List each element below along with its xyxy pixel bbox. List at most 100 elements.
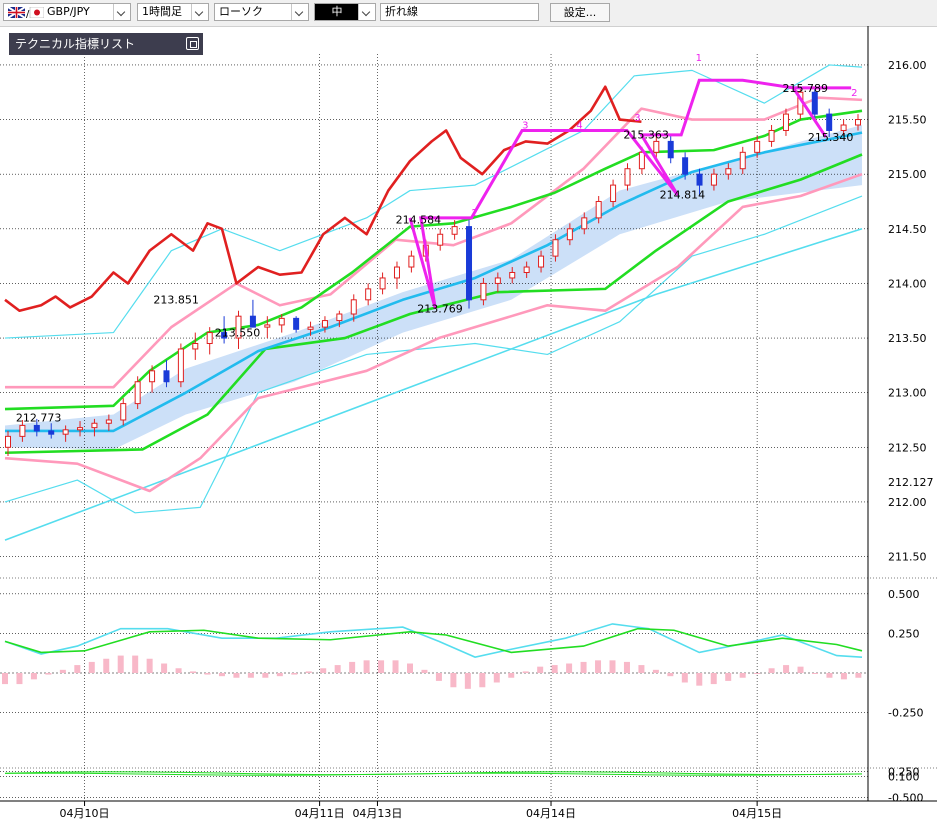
macd-panel: 0.500 0.250 -0.250 bbox=[0, 588, 923, 720]
candle-up bbox=[754, 140, 761, 153]
candle-down bbox=[163, 370, 170, 383]
macd-histogram-bar bbox=[117, 655, 124, 673]
symbol-select[interactable]: / GBP/JPY bbox=[3, 3, 131, 21]
svg-text:/: / bbox=[26, 9, 30, 18]
wave-label: 1 bbox=[696, 53, 702, 64]
candle-up bbox=[768, 129, 775, 142]
macd-histogram-bar bbox=[725, 673, 732, 681]
candle-up bbox=[523, 266, 530, 273]
macd-histogram-bar bbox=[435, 673, 442, 681]
macd-histogram-bar bbox=[74, 665, 81, 673]
macd-histogram-bar bbox=[30, 673, 37, 680]
wave-label: 3 bbox=[522, 121, 528, 132]
price-tick-label: 213.50 bbox=[888, 332, 927, 345]
overlay-label: 折れ線 bbox=[385, 5, 418, 18]
macd-histogram-bar bbox=[2, 673, 8, 685]
candle-up bbox=[782, 113, 789, 131]
macd-histogram-bar bbox=[768, 668, 775, 673]
price-tick-label: 212.00 bbox=[888, 496, 927, 509]
candle-up bbox=[408, 255, 415, 268]
price-tick-label: 212.50 bbox=[888, 441, 927, 454]
candle-up bbox=[581, 217, 588, 230]
price-annotation: 215.340 bbox=[808, 131, 854, 144]
macd-histogram-bar bbox=[754, 673, 761, 674]
chevron-down-icon[interactable] bbox=[113, 4, 130, 20]
settings-button[interactable]: 設定... bbox=[550, 3, 610, 22]
candle-up bbox=[321, 320, 328, 328]
wave-label: 3 bbox=[634, 113, 640, 124]
price-tick-label: 214.50 bbox=[888, 223, 927, 236]
macd-histogram-bar bbox=[652, 669, 659, 673]
price-annotation: 213.550 bbox=[215, 327, 261, 340]
chevron-down-icon[interactable] bbox=[191, 4, 208, 20]
candle-up bbox=[91, 422, 98, 429]
candle-up bbox=[120, 403, 127, 421]
macd-histogram-bar bbox=[710, 673, 717, 685]
macd-histogram-bar bbox=[623, 661, 630, 673]
candle-down bbox=[811, 91, 818, 115]
wave-label: 2 bbox=[851, 88, 857, 99]
macd-histogram-bar bbox=[739, 673, 746, 678]
candle-up bbox=[350, 299, 357, 315]
wave-label: 2 bbox=[471, 208, 477, 219]
macd-histogram-bar bbox=[696, 673, 703, 686]
candle-up bbox=[278, 317, 285, 326]
macd-histogram-bar bbox=[638, 665, 645, 673]
symbol-label: GBP/JPY bbox=[47, 5, 90, 18]
price-tick-label: 213.00 bbox=[888, 387, 927, 400]
price-annotations: 212.773 213.851 213.550 214.584 213.769 215.3… bbox=[16, 82, 853, 424]
macd-histogram-bar bbox=[305, 671, 312, 673]
candle-up bbox=[235, 315, 242, 339]
date-axis: 04月10日 04月11日 04月13日 04月14日 04月15日 bbox=[60, 801, 782, 820]
osc-tick-label: 0.250 bbox=[888, 765, 920, 778]
candle-up bbox=[365, 288, 372, 301]
macd-histogram-bar bbox=[522, 671, 529, 673]
osc-tick-label: 0.100 bbox=[888, 771, 920, 784]
macd-signal-line bbox=[4, 627, 863, 654]
timeframe-select[interactable]: 1時間足 bbox=[137, 3, 209, 21]
macd-histogram-bar bbox=[406, 663, 413, 673]
candle-up bbox=[307, 326, 314, 330]
candle-up bbox=[177, 348, 184, 383]
candle-up bbox=[437, 233, 444, 246]
overlay-field[interactable]: 折れ線 bbox=[380, 3, 539, 21]
macd-histogram-bar bbox=[537, 666, 544, 673]
candle-up bbox=[192, 343, 199, 350]
chevron-down-icon[interactable] bbox=[291, 4, 308, 20]
candle-up bbox=[480, 282, 487, 301]
macd-histogram-bar bbox=[797, 666, 804, 673]
macd-histogram-bar bbox=[16, 673, 23, 685]
macd-histogram-bar bbox=[840, 673, 847, 680]
macd-histogram-bar bbox=[190, 671, 197, 673]
macd-line bbox=[4, 623, 863, 659]
size-select[interactable]: 中 bbox=[314, 3, 376, 21]
macd-tick-label: -0.250 bbox=[888, 707, 923, 720]
macd-histogram-bar bbox=[464, 673, 471, 689]
price-tick-label: 216.00 bbox=[888, 59, 927, 72]
macd-histogram-bar bbox=[479, 673, 486, 688]
macd-histogram-bar bbox=[378, 660, 385, 673]
date-label: 04月14日 bbox=[526, 807, 576, 820]
candle-up bbox=[393, 266, 400, 279]
price-tick-label: 211.50 bbox=[888, 551, 927, 564]
candle-up bbox=[710, 173, 717, 186]
candlesticks bbox=[5, 87, 861, 457]
macd-tick-label: 0.500 bbox=[888, 588, 920, 601]
minimize-icon[interactable] bbox=[186, 37, 199, 50]
macd-histogram-bar bbox=[855, 673, 862, 678]
price-tick-label: 215.00 bbox=[888, 168, 927, 181]
price-annotation: 215.363 bbox=[623, 129, 669, 142]
indicator-list-panel[interactable]: テクニカル指標リスト bbox=[9, 33, 203, 55]
candle-up bbox=[840, 124, 847, 131]
macd-histogram-bar bbox=[783, 665, 790, 673]
chart-style-select[interactable]: ローソク bbox=[214, 3, 309, 21]
candle-up bbox=[725, 168, 732, 175]
candle-down bbox=[249, 315, 256, 328]
bollinger-bottom-line bbox=[4, 195, 863, 514]
chevron-down-icon[interactable] bbox=[358, 4, 375, 20]
macd-histogram-bar bbox=[59, 669, 66, 673]
macd-histogram-bar bbox=[262, 673, 269, 678]
macd-histogram-bar bbox=[334, 665, 341, 673]
macd-histogram-bar bbox=[508, 673, 515, 678]
